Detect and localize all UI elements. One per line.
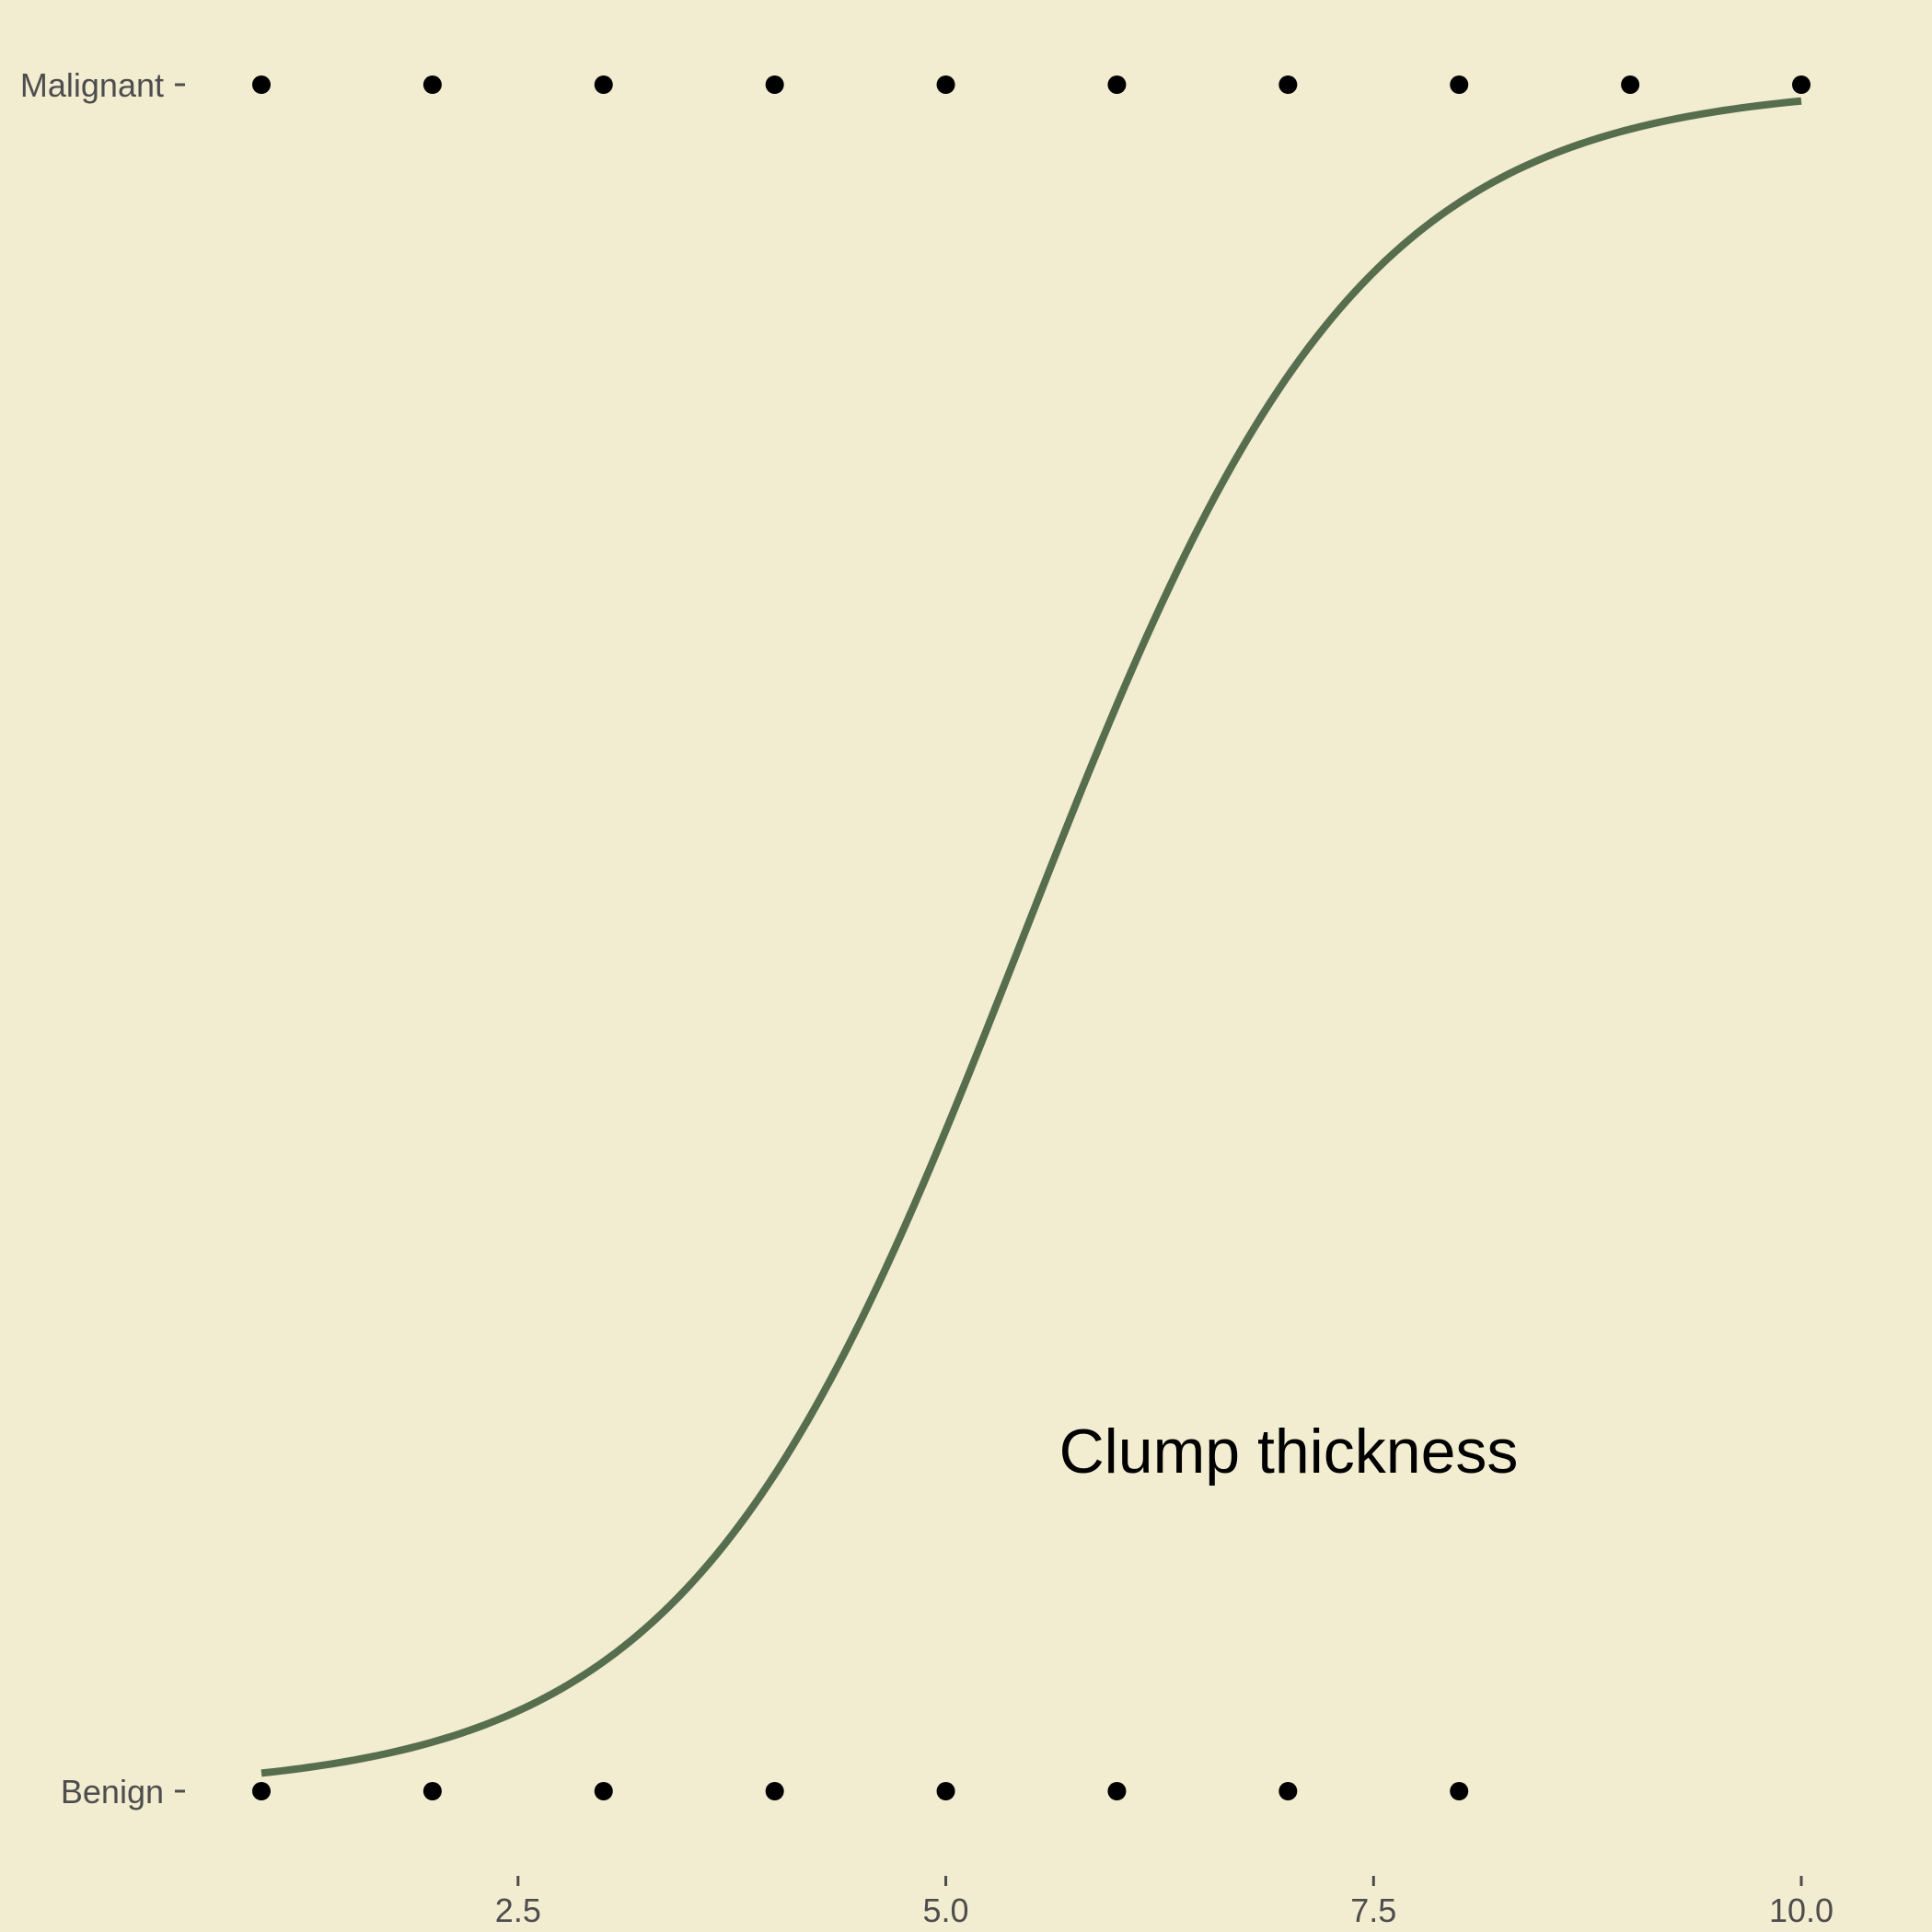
point-malignant-3 bbox=[594, 75, 613, 94]
point-benign-8 bbox=[1450, 1782, 1469, 1800]
point-benign-7 bbox=[1278, 1782, 1298, 1800]
point-malignant-2 bbox=[422, 75, 442, 94]
point-malignant-9 bbox=[1621, 75, 1640, 94]
point-benign-6 bbox=[1107, 1782, 1127, 1800]
x-tick-label-2: 7.5 bbox=[1350, 1892, 1396, 1929]
point-malignant-6 bbox=[1107, 75, 1127, 94]
point-benign-1 bbox=[252, 1782, 271, 1800]
point-malignant-1 bbox=[252, 75, 271, 94]
point-malignant-5 bbox=[936, 75, 955, 94]
point-malignant-7 bbox=[1278, 75, 1298, 94]
logistic-fit-curve bbox=[260, 97, 1802, 1777]
point-malignant-10 bbox=[1792, 75, 1811, 94]
x-tick-label-0: 2.5 bbox=[495, 1892, 541, 1929]
y-tick-label-benign: Benign bbox=[61, 1773, 164, 1811]
x-tick-label-1: 5.0 bbox=[923, 1892, 969, 1929]
x-tick-label-3: 10.0 bbox=[1769, 1892, 1834, 1929]
data-points bbox=[252, 75, 1811, 1800]
point-benign-5 bbox=[936, 1782, 955, 1800]
point-malignant-4 bbox=[765, 75, 784, 94]
point-malignant-8 bbox=[1450, 75, 1469, 94]
x-axis: 2.5 5.0 7.5 10.0 bbox=[495, 1876, 1834, 1929]
point-benign-4 bbox=[765, 1782, 784, 1800]
y-tick-label-malignant: Malignant bbox=[20, 66, 164, 104]
point-benign-3 bbox=[594, 1782, 613, 1800]
annotation-label: Clump thickness bbox=[1059, 1417, 1519, 1487]
y-axis: Benign Malignant bbox=[20, 66, 185, 1811]
point-benign-2 bbox=[422, 1782, 442, 1800]
